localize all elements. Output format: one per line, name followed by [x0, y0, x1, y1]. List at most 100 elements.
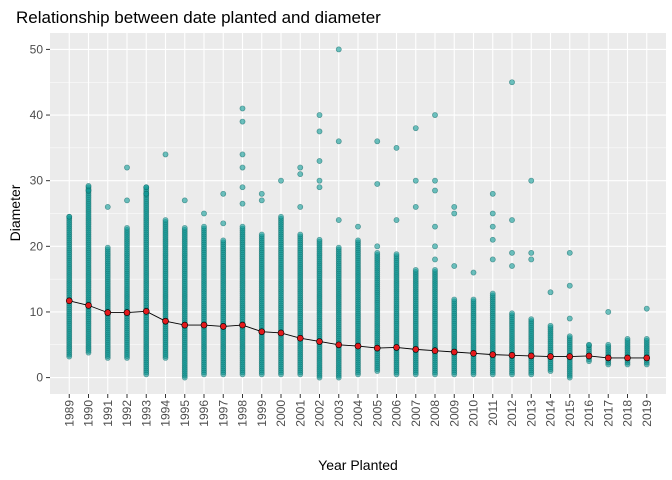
- data-point: [297, 231, 304, 238]
- mean-point: [200, 321, 208, 329]
- x-tick-label: 2010: [467, 400, 481, 427]
- data-point: [239, 151, 246, 158]
- data-point: [586, 341, 592, 348]
- mean-point: [393, 344, 400, 351]
- data-point: [393, 217, 400, 223]
- mean-point: [412, 346, 420, 353]
- mean-point: [296, 334, 304, 342]
- x-tick-label: 2001: [293, 400, 307, 427]
- data-point: [643, 305, 650, 312]
- x-tick-label: 2014: [544, 400, 558, 427]
- x-tick-label: 2019: [640, 400, 654, 427]
- data-point: [335, 46, 342, 53]
- data-point: [220, 220, 227, 227]
- x-tick-label: 2002: [313, 400, 327, 427]
- x-tick-label: 2003: [332, 400, 346, 427]
- mean-point: [258, 328, 266, 335]
- x-tick-label: 1989: [62, 400, 76, 427]
- data-point: [509, 263, 515, 269]
- mean-point: [162, 317, 169, 325]
- data-point: [451, 296, 458, 303]
- data-point: [566, 333, 573, 340]
- x-tick-label: 2009: [447, 400, 461, 427]
- x-tick-label: 1994: [159, 400, 173, 427]
- data-point: [297, 204, 304, 210]
- data-point: [239, 184, 246, 191]
- data-point: [393, 144, 400, 151]
- x-tick-label: 1997: [216, 400, 230, 427]
- data-point: [143, 190, 150, 197]
- data-point: [489, 290, 496, 297]
- x-tick-label: 2011: [486, 400, 500, 426]
- data-point: [201, 223, 207, 230]
- x-axis: 1989 1990 1991 1992 1993 1994 1995 1996 1997 1998…: [62, 394, 654, 427]
- data-point: [85, 187, 92, 194]
- data-point: [509, 249, 515, 256]
- data-point: [566, 282, 573, 289]
- data-point: [451, 204, 458, 210]
- x-tick-label: 2005: [370, 400, 384, 427]
- y-tick-label: 30: [30, 174, 44, 188]
- data-point: [316, 184, 323, 191]
- y-tick-label: 20: [30, 239, 44, 253]
- x-tick-label: 1996: [197, 400, 211, 427]
- x-tick-label: 2007: [409, 400, 423, 427]
- chart-title: Relationship between date planted and di…: [16, 8, 381, 27]
- mean-point: [142, 307, 150, 315]
- x-tick-label: 2004: [351, 400, 365, 427]
- x-tick-label: 2006: [390, 400, 404, 427]
- data-point: [432, 112, 438, 118]
- x-tick-label: 1995: [178, 400, 192, 427]
- mean-trend: [65, 297, 651, 362]
- data-point: [355, 237, 361, 244]
- data-point: [489, 256, 496, 263]
- data-point: [335, 217, 342, 223]
- data-point: [297, 171, 304, 178]
- data-point: [258, 190, 265, 197]
- data-point: [335, 244, 342, 251]
- data-point: [316, 236, 323, 243]
- data-point: [412, 267, 419, 273]
- data-point: [201, 210, 207, 217]
- data-point: [509, 310, 515, 317]
- data-point: [432, 177, 438, 184]
- data-point: [239, 164, 246, 171]
- data-point: [412, 177, 419, 184]
- data-point: [316, 158, 323, 164]
- data-point: [316, 128, 323, 135]
- y-tick-label: 0: [36, 371, 43, 385]
- data-point: [432, 267, 438, 273]
- data-point: [335, 138, 342, 145]
- x-tick-label: 2016: [582, 400, 596, 427]
- x-tick-label: 2008: [428, 400, 442, 427]
- mean-point: [566, 353, 574, 360]
- x-tick-label: 1993: [139, 400, 153, 427]
- data-point: [239, 105, 246, 112]
- data-point: [374, 243, 381, 250]
- data-point: [181, 197, 188, 204]
- data-point: [528, 256, 535, 263]
- x-tick-label: 1991: [101, 400, 115, 427]
- data-point: [489, 210, 496, 217]
- mean-point: [123, 309, 131, 316]
- x-tick-label: 1999: [255, 400, 269, 427]
- mean-point: [239, 321, 246, 329]
- x-tick-label: 2000: [274, 400, 288, 427]
- data-point: [278, 213, 284, 220]
- mean-point: [335, 341, 343, 349]
- y-axis: 0 10 20 30 40 50: [30, 42, 50, 385]
- data-point: [451, 263, 458, 269]
- data-point: [162, 151, 169, 158]
- data-point: [605, 309, 612, 315]
- x-tick-label: 2015: [563, 400, 577, 427]
- data-point: [605, 341, 612, 348]
- data-point: [547, 322, 554, 329]
- data-point: [258, 231, 265, 238]
- data-point: [643, 335, 650, 342]
- data-point: [489, 236, 496, 243]
- mean-point: [547, 353, 554, 360]
- data-point: [124, 197, 130, 204]
- data-point: [412, 125, 419, 132]
- data-point: [489, 223, 496, 230]
- data-point: [470, 269, 477, 276]
